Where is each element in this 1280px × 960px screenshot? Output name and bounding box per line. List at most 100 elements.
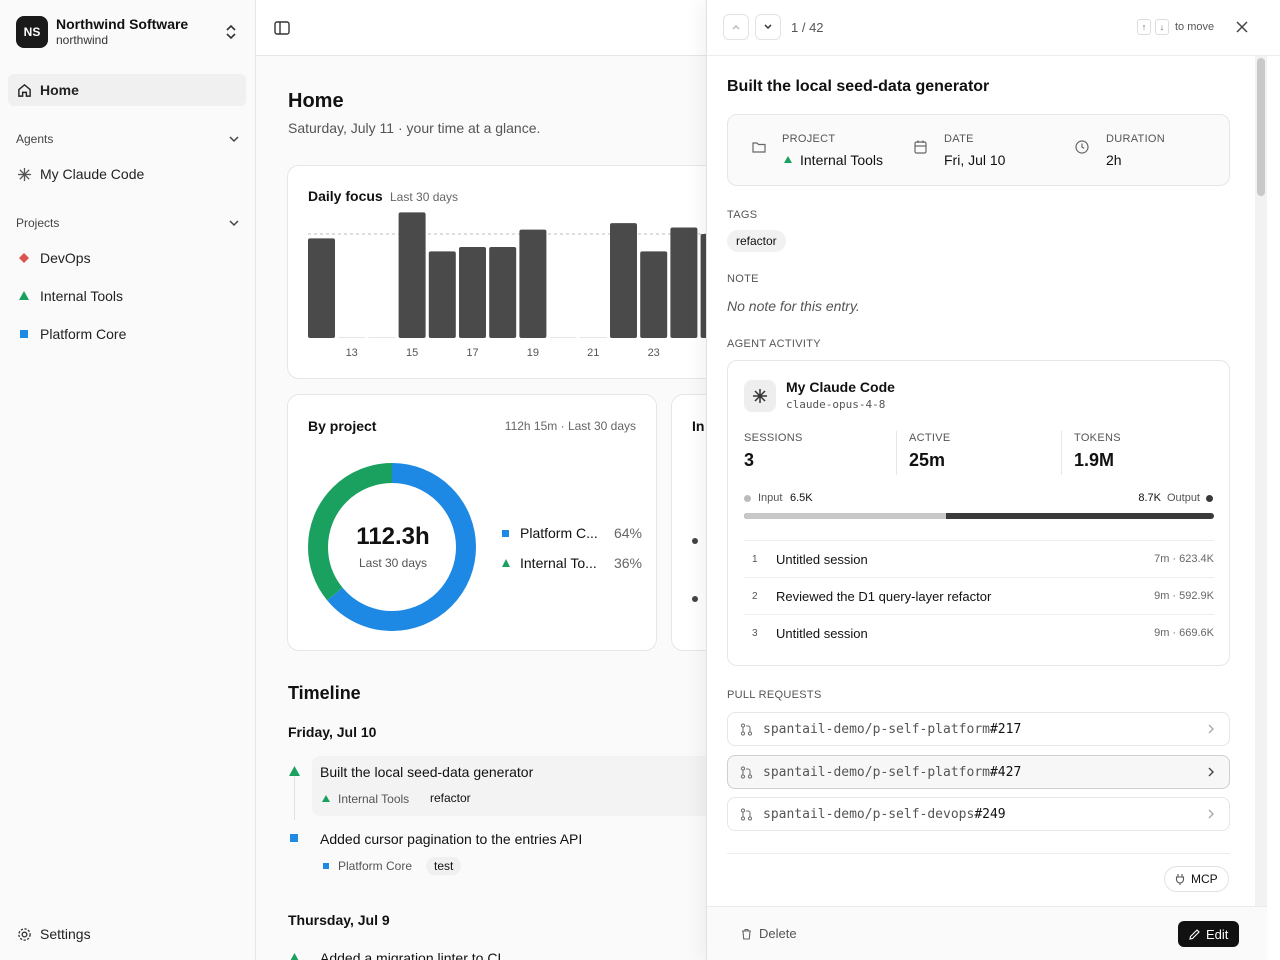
sessions-label: SESSIONS	[744, 432, 803, 444]
trash-icon	[742, 928, 751, 940]
entry-meta-card: PROJECT Internal Tools DATE Fri, Jul 10 …	[727, 114, 1230, 186]
donut-center-value: 112.3h	[356, 523, 430, 550]
project-label: PROJECT	[782, 133, 836, 145]
session-meta: 9m · 592.9K	[1154, 590, 1214, 602]
input-value: 6.5K	[790, 492, 813, 504]
bar-empty	[338, 337, 366, 338]
previous-entry-button[interactable]	[723, 14, 749, 40]
timeline-entry[interactable]: Built the local seed-data generator Inte…	[312, 756, 706, 816]
arrow-down-key: ↓	[1155, 19, 1169, 35]
diamond-icon	[16, 250, 32, 266]
daily-focus-chart: 13 15 17 19 21 23	[308, 212, 706, 359]
card-title: Daily focus	[308, 188, 383, 204]
scrollbar-thumb[interactable]	[1257, 58, 1265, 196]
triangle-icon	[502, 559, 510, 567]
mcp-button[interactable]: MCP	[1164, 866, 1229, 892]
entry-title[interactable]: Added a migration linter to CI	[320, 950, 502, 960]
entry-title: Built the local seed-data generator	[320, 764, 534, 780]
agent-activity-label: AGENT ACTIVITY	[727, 338, 821, 350]
input-label: Input	[758, 492, 783, 504]
pull-request-link[interactable]: spantail-demo/p-self-platform #217	[727, 712, 1230, 746]
card-title: By project	[308, 418, 377, 434]
keyboard-hint: ↑ ↓ to move	[1137, 19, 1214, 35]
projects-section-header[interactable]: Projects	[16, 216, 240, 230]
session-row[interactable]: 2 Reviewed the D1 query-layer refactor 9…	[744, 577, 1214, 614]
timeline-entry[interactable]: Added cursor pagination to the entries A…	[312, 823, 706, 883]
tags-label: TAGS	[727, 209, 758, 221]
close-icon[interactable]	[1236, 21, 1248, 33]
panel-scrollbar[interactable]	[1255, 56, 1267, 906]
sidebar-toggle-icon[interactable]	[274, 20, 290, 36]
timeline-line	[294, 774, 295, 820]
pr-number: #427	[989, 764, 1022, 780]
sidebar-item-internal-tools[interactable]: Internal Tools	[8, 280, 246, 312]
sidebar-item-label: Home	[40, 82, 79, 98]
timeline-title: Timeline	[288, 683, 361, 703]
agent-name: My Claude Code	[786, 379, 895, 395]
chevrons-up-down-icon	[226, 24, 236, 40]
agent-avatar	[744, 380, 776, 412]
top-bar	[256, 0, 706, 56]
chevron-right-icon	[1208, 767, 1214, 777]
active-value: 25m	[909, 450, 946, 470]
session-row[interactable]: 3 Untitled session 9m · 669.6K	[744, 614, 1214, 651]
x-tick-label: 17	[466, 347, 478, 359]
arrow-up-key: ↑	[1137, 19, 1151, 35]
session-title: Untitled session	[776, 551, 868, 567]
session-title: Reviewed the D1 query-layer refactor	[776, 588, 992, 604]
pull-request-link[interactable]: spantail-demo/p-self-devops #249	[727, 797, 1230, 831]
workspace-switcher[interactable]: NS Northwind Software northwind	[16, 16, 246, 48]
git-pull-request-icon	[740, 807, 753, 821]
section-title: Agents	[16, 132, 54, 146]
sidebar-item-home[interactable]: Home	[8, 74, 246, 106]
divider	[727, 853, 1230, 854]
git-pull-request-icon	[740, 765, 753, 779]
output-value: 8.7K	[1138, 492, 1161, 504]
x-tick-label: 13	[346, 347, 358, 359]
bar	[459, 247, 486, 338]
session-row[interactable]: 1 Untitled session 7m · 623.4K	[744, 540, 1214, 577]
by-project-card: By project 112h 15m · Last 30 days 112.3…	[287, 394, 657, 651]
legend-label: Platform C...	[520, 525, 598, 541]
input-dot	[744, 495, 751, 502]
tag-chip: refactor	[727, 230, 786, 252]
square-icon	[290, 834, 298, 842]
output-legend: 8.7K Output	[1138, 492, 1213, 504]
legend-item: Platform C... 64%	[502, 525, 642, 541]
delete-button[interactable]: Delete	[741, 926, 797, 941]
bar	[640, 251, 668, 338]
note-label: NOTE	[727, 273, 759, 285]
agent-model: claude-opus-4-8	[786, 398, 886, 411]
agents-section-header[interactable]: Agents	[16, 132, 240, 146]
sidebar-item-platform-core[interactable]: Platform Core	[8, 318, 246, 350]
entry-project: Platform Core	[338, 859, 413, 873]
pull-request-link[interactable]: spantail-demo/p-self-platform #427	[727, 755, 1230, 789]
page-title: Home	[288, 90, 344, 112]
pr-repo: spantail-demo/p-self-devops	[763, 806, 975, 822]
entry-title: Built the local seed-data generator	[727, 78, 990, 95]
date-value: Fri, Jul 10	[944, 152, 1006, 168]
page-subtitle: Saturday, July 11 · your time at a glanc…	[288, 120, 541, 136]
pull-requests-label: PULL REQUESTS	[727, 689, 822, 701]
edit-button[interactable]: Edit	[1178, 921, 1240, 947]
chevron-down-icon	[229, 136, 239, 143]
next-entry-button[interactable]	[755, 14, 781, 40]
triangle-icon	[290, 953, 299, 960]
bar-empty	[549, 337, 577, 338]
pr-number: #249	[974, 806, 1006, 822]
pr-number: #217	[989, 721, 1022, 737]
sidebar-item-my-claude-code[interactable]: My Claude Code	[8, 158, 246, 190]
home-icon	[16, 82, 32, 98]
sidebar-item-settings[interactable]: Settings	[8, 918, 246, 950]
gear-icon	[16, 926, 32, 942]
tag-chip: test	[426, 857, 462, 875]
donut-slice	[308, 463, 476, 631]
entry-counter: 1 / 42	[791, 20, 824, 35]
timeline-day-heading: Friday, Jul 10	[288, 724, 377, 740]
tokens-label: TOKENS	[1074, 432, 1121, 444]
sidebar-item-devops[interactable]: DevOps	[8, 242, 246, 274]
bullet	[692, 596, 698, 602]
duration-label: DURATION	[1106, 133, 1166, 145]
chevron-right-icon	[1208, 724, 1214, 734]
bar-empty	[368, 337, 396, 338]
